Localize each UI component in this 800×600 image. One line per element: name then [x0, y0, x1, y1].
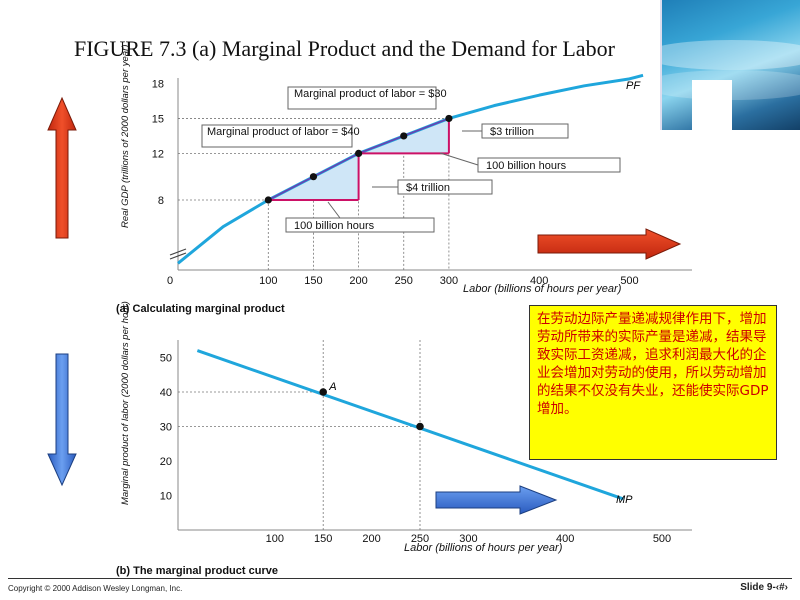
right-arrow-red	[537, 228, 682, 260]
panel-b-y-tick-label: 50	[160, 353, 172, 365]
panel-a-x-tick-label: 0	[167, 275, 173, 287]
panel-b-y-tick-label: 40	[160, 387, 172, 399]
panel-b-y-tick-label: 10	[160, 491, 172, 503]
callout-hours-lower-text: 100 billion hours	[294, 220, 375, 232]
marginal-product-curve	[196, 349, 624, 501]
panel-b-y-tick-label: 30	[160, 422, 172, 434]
panel-b-x-tick-label: 150	[314, 533, 332, 545]
panel-a-x-tick-label: 250	[395, 275, 413, 287]
slide-title: FIGURE 7.3 (a) Marginal Product and the …	[74, 36, 615, 61]
callout-four-trillion: $4 trillion	[372, 179, 493, 195]
panel-a-production-function: 0 100 150 200 250 300 400 500 8 12 15 18 PF Margin…	[116, 45, 692, 315]
panel-a-y-tick-label: 8	[158, 195, 164, 207]
panel-b-x-tick-label: 500	[653, 533, 671, 545]
panel-a-x-tick-label: 300	[440, 275, 458, 287]
point-a-label: A	[328, 381, 336, 393]
panel-b-x-tick-label: 400	[556, 533, 574, 545]
panel-b-x-tick-label: 250	[411, 533, 429, 545]
callout-hours-upper-text: 100 billion hours	[486, 160, 567, 172]
panel-a-x-tick-label: 150	[304, 275, 322, 287]
callout-three-trillion-text: $3 trillion	[490, 126, 534, 138]
down-arrow-blue	[47, 353, 77, 487]
panel-a-data-point	[309, 173, 318, 181]
panel-b-marginal-product: A 100 150 200 250 300 400 500 10 20 30 40 50 MP La…	[116, 301, 692, 577]
callout-mp40-text: Marginal product of labor = $40	[207, 126, 360, 138]
slide-number: Slide 9-‹#›	[740, 582, 788, 593]
panel-b-caption: (b) The marginal product curve	[116, 565, 278, 577]
copyright-text: Copyright © 2000 Addison Wesley Longman,…	[8, 584, 183, 593]
curve-label-pf: PF	[626, 80, 641, 92]
annotation-note-box: 在劳动边际产量递减规律作用下，增加劳动所带来的实际产量是递减，结果导致实际工资递…	[529, 305, 777, 460]
panel-a-caption: (a) Calculating marginal product	[116, 303, 285, 315]
panel-a-x-axis-title: Labor (billions of hours per year)	[463, 283, 622, 295]
callout-mp30: Marginal product of labor = $30	[287, 86, 447, 110]
annotation-note-text: 在劳动边际产量递减规律作用下，增加劳动所带来的实际产量是递减，结果导致实际工资递…	[537, 311, 769, 417]
panel-b-x-axis-title: Labor (billions of hours per year)	[404, 542, 563, 554]
panel-a-y-tick-label: 12	[152, 148, 164, 160]
right-arrow-blue	[435, 485, 558, 515]
panel-a-y-axis-title: Real GDP (trillions of 2000 dollars per …	[120, 45, 131, 228]
panel-a-y-tick-label: 15	[152, 113, 164, 125]
panel-a-x-tick-label: 200	[349, 275, 367, 287]
panel-b-x-tick-label: 300	[459, 533, 477, 545]
callout-hours-lower: 100 billion hours	[285, 201, 435, 233]
decorative-photo	[660, 0, 800, 130]
panel-b-gridlines	[178, 340, 421, 530]
panel-a-data-point	[355, 149, 363, 157]
callout-mp30-text: Marginal product of labor = $30	[294, 88, 447, 100]
footer-divider	[8, 578, 792, 579]
panel-b-data-point	[416, 422, 424, 431]
axis-break-marker	[169, 248, 187, 260]
up-arrow-red	[47, 96, 77, 239]
panel-b-data-point	[319, 388, 328, 396]
panel-a-data-point	[264, 196, 272, 204]
panel-b-y-axis-title: Marginal product of labor (2000 dollars …	[120, 301, 131, 505]
panel-b-y-tick-label: 20	[160, 456, 172, 468]
panel-a-x-tick-label: 500	[620, 275, 638, 287]
panel-a-x-tick-label: 100	[259, 275, 277, 287]
callout-mp40: Marginal product of labor = $40	[201, 124, 360, 148]
panel-a-y-tick-label: 18	[152, 79, 164, 91]
callout-four-trillion-text: $4 trillion	[406, 182, 450, 194]
curve-label-mp: MP	[616, 494, 633, 506]
callout-three-trillion: $3 trillion	[462, 123, 569, 139]
callout-mp40-text-value: Marginal product of labor = $40	[207, 126, 360, 138]
panel-b-x-tick-label: 200	[362, 533, 380, 545]
panel-a-data-point	[400, 132, 408, 140]
panel-b-x-tick-label: 100	[266, 533, 284, 545]
panel-a-data-point	[445, 114, 453, 123]
panel-a-x-tick-label: 400	[530, 275, 548, 287]
callout-mp30-text-value: Marginal product of labor = $30	[294, 88, 447, 100]
callout-hours-upper: 100 billion hours	[439, 152, 621, 173]
